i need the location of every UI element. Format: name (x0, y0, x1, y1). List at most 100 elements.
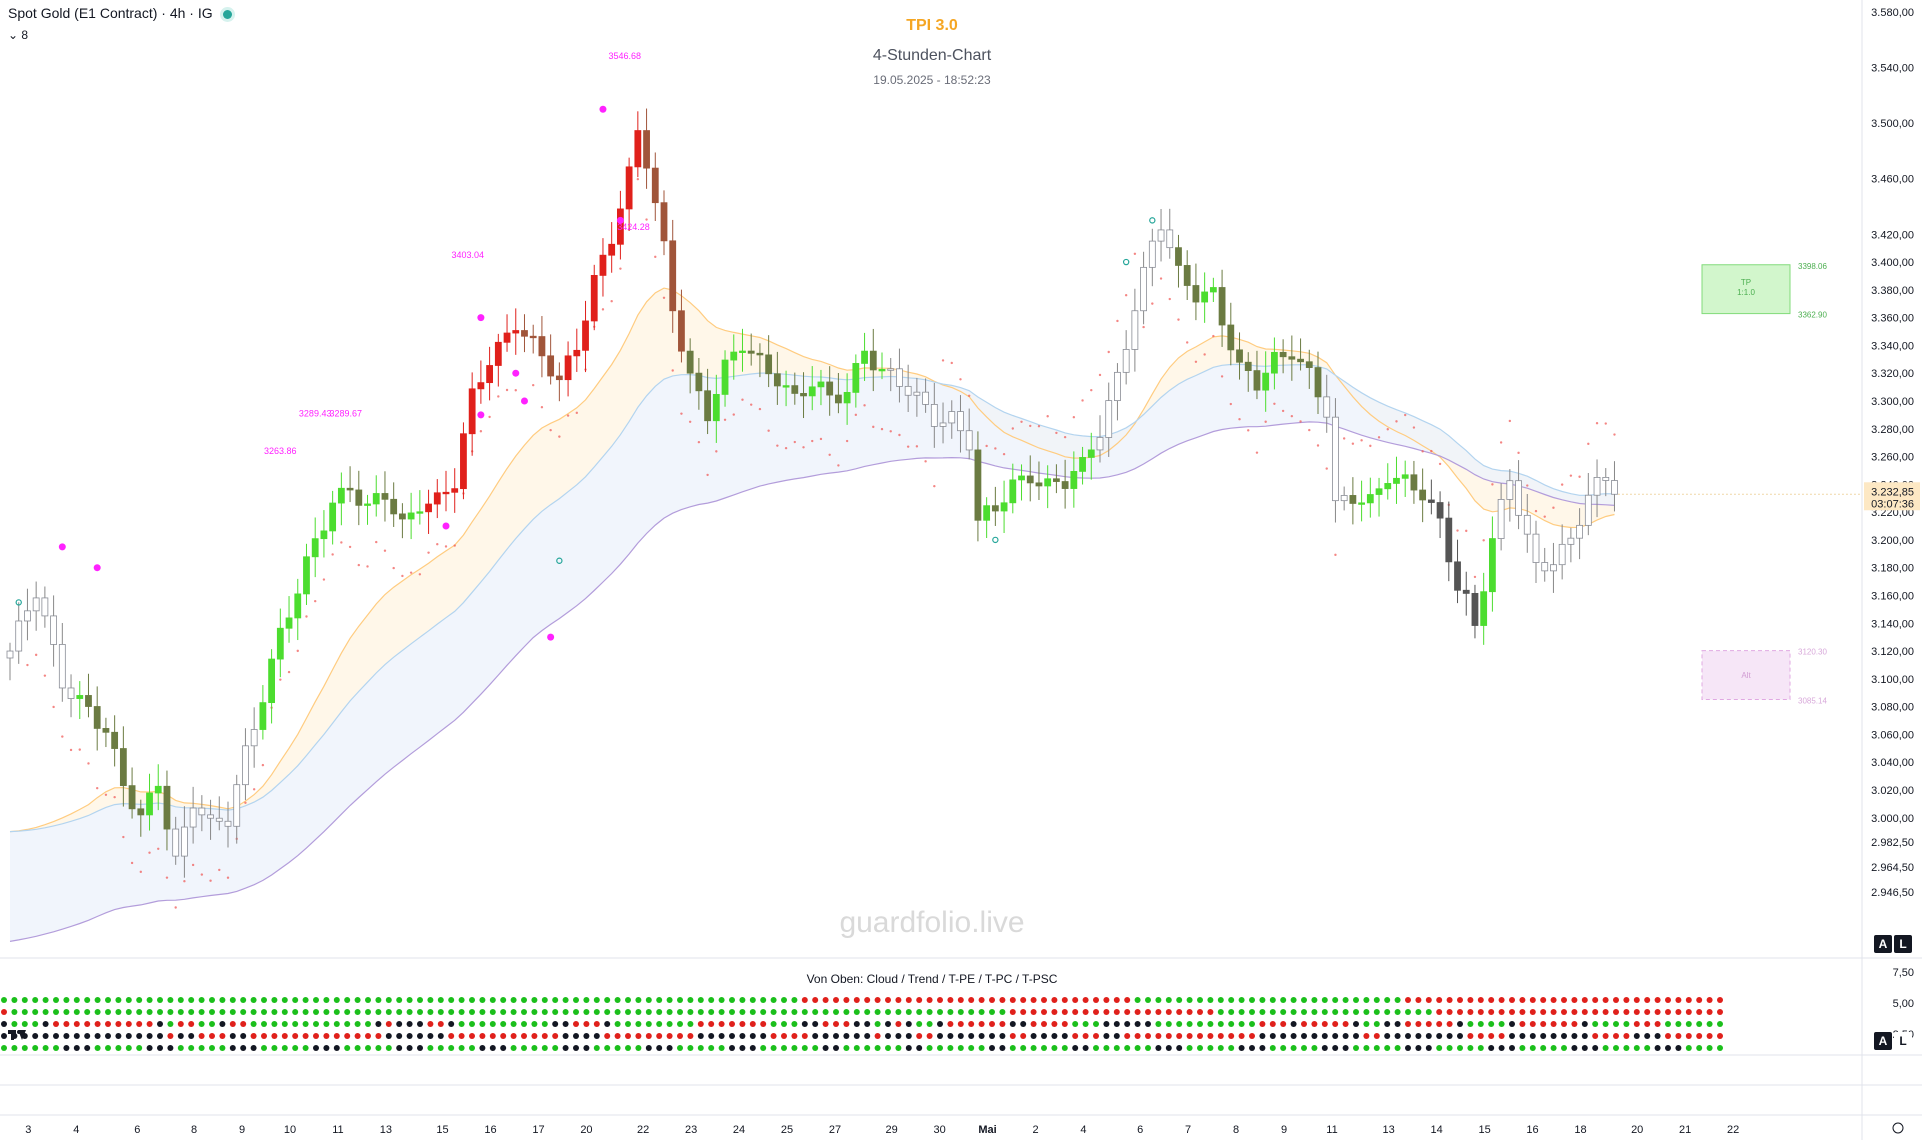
tpi-dot (1176, 1009, 1183, 1015)
tpi-dot (729, 1009, 735, 1015)
settings-gear-icon[interactable] (1892, 1122, 1904, 1134)
alt-upper-label: 3120.30 (1798, 648, 1827, 657)
time-tick-label: 4 (1080, 1124, 1086, 1136)
tpi-dot (853, 1021, 860, 1027)
candle (1140, 251, 1147, 325)
tpi-dot (1103, 1033, 1110, 1039)
tpi-dot (1197, 1009, 1203, 1015)
tpi-dot (417, 1009, 423, 1015)
psar-dot (1308, 428, 1311, 432)
tpi-dot (1446, 997, 1453, 1003)
tpi-dot (1134, 1009, 1141, 1015)
tpi-dot (822, 1009, 829, 1015)
time-tick-label: 22 (1727, 1124, 1739, 1136)
candle (625, 157, 633, 231)
tpi-dot (177, 1033, 184, 1039)
log-scale-button[interactable]: L (1894, 935, 1912, 953)
osc-log-scale-button[interactable]: L (1894, 1032, 1912, 1050)
tpi-dot (1467, 1021, 1474, 1027)
osc-auto-scale-button[interactable]: A (1874, 1032, 1892, 1050)
auto-scale-button[interactable]: A (1874, 935, 1892, 953)
tpi-dot (562, 997, 569, 1003)
psar-dot (1560, 483, 1564, 486)
tpi-dot (937, 1045, 943, 1051)
tpi-dot (1436, 997, 1443, 1003)
tpi-dot (1103, 1021, 1110, 1027)
tpi-dot (781, 1021, 787, 1027)
tpi-dot (1384, 1021, 1391, 1027)
candle (398, 503, 406, 539)
tpi-dot (125, 1009, 132, 1015)
tpi-dot (1072, 1045, 1079, 1051)
tpi-dot (895, 1009, 902, 1015)
tpi-dot (1571, 1045, 1578, 1051)
tpi-dot (1665, 1033, 1671, 1039)
tpi-dot (1529, 1045, 1536, 1051)
tpi-dot (1415, 1009, 1422, 1015)
tpi-dot (1020, 1033, 1027, 1039)
tpi-dot (1519, 997, 1526, 1003)
tpi-dot (874, 1021, 881, 1027)
tpi-dot (1030, 1045, 1037, 1051)
tpi-dot (1717, 1009, 1723, 1015)
tpi-dot (1685, 1021, 1692, 1027)
time-tick-label: 16 (484, 1124, 496, 1136)
time-tick-label: 11 (332, 1124, 343, 1136)
tpi-dot (489, 1009, 496, 1015)
tpi-dot (822, 1045, 829, 1051)
tpi-dot (885, 997, 891, 1003)
psar-dot (383, 549, 387, 552)
tpi-dot (1155, 1009, 1162, 1015)
tpi-dot (198, 1033, 205, 1039)
tpi-dot (1623, 1009, 1630, 1015)
candle (582, 300, 589, 373)
tpi-dot (1509, 1021, 1515, 1027)
time-tick-label: 30 (933, 1124, 945, 1136)
tpi-dot (531, 1009, 538, 1015)
tpi-dot (63, 1009, 70, 1015)
psar-dot (1220, 375, 1224, 378)
psar-dot (130, 861, 134, 865)
price-annotation: 3424.28 (617, 222, 650, 232)
tpi-dot (905, 1009, 912, 1015)
symbol-header[interactable]: Spot Gold (E1 Contract) · 4h · IG (8, 5, 232, 21)
tpi-dot (240, 1021, 247, 1027)
tpi-dot (937, 1021, 943, 1027)
tpi-dot (427, 1045, 434, 1051)
tpi-dot (115, 1033, 122, 1039)
psar-dot (1090, 388, 1093, 392)
candle (965, 408, 973, 460)
indicator-toggle[interactable]: ⌄ 8 (8, 28, 28, 42)
price-tick-label: 3.120,00 (1871, 646, 1914, 658)
tpi-dot (157, 1033, 163, 1039)
tpi-dot (614, 1021, 621, 1027)
price-tick-label: 2.964,50 (1871, 862, 1914, 874)
tpi-dot (1384, 1045, 1391, 1051)
tpi-dot (1488, 1021, 1495, 1027)
tpi-dot (302, 1033, 309, 1039)
tpi-dot (271, 997, 278, 1003)
psar-dot (69, 748, 73, 752)
candle (1480, 572, 1488, 645)
tpi-dot (250, 1009, 257, 1015)
tpi-dot (21, 997, 28, 1003)
candle (878, 352, 886, 380)
tpi-dot (1197, 1045, 1203, 1051)
psar-dot (78, 748, 81, 751)
candle (311, 517, 319, 578)
tpi-dot (812, 997, 819, 1003)
tpi-dot (573, 1009, 579, 1015)
candle (1576, 508, 1583, 560)
tpi-dot (1488, 997, 1495, 1003)
tpi-dot (739, 1009, 746, 1015)
candle (817, 369, 825, 406)
tpi-dot (406, 1021, 413, 1027)
tpi-dot (1041, 1021, 1047, 1027)
tpi-dot (1093, 997, 1099, 1003)
tpi-dot-matrix (1, 997, 1723, 1051)
psar-dot (654, 255, 657, 259)
price-tick-label: 3.420,00 (1871, 229, 1914, 241)
tpi-dot (209, 1045, 215, 1051)
tpi-dot (1165, 1045, 1172, 1051)
